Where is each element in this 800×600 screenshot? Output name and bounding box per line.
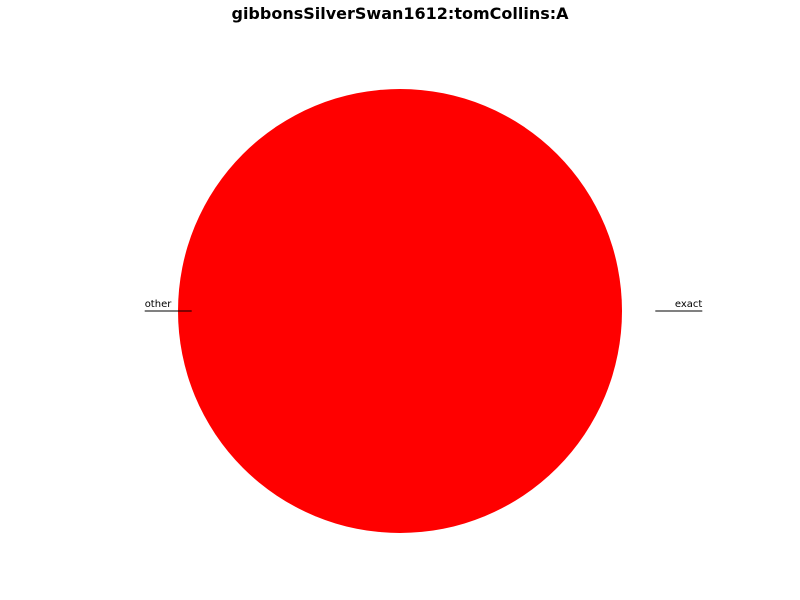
pie-slice-other <box>178 89 622 533</box>
pie-label-other: other <box>145 299 173 310</box>
pie-label-exact: exact <box>675 299 703 310</box>
chart-title: gibbonsSilverSwan1612:tomCollins:A <box>231 4 569 23</box>
